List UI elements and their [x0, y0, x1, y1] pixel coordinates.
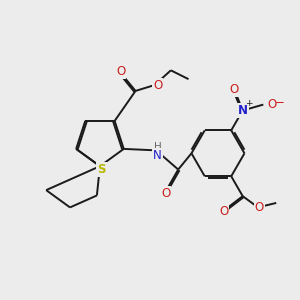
Text: N: N — [238, 104, 248, 117]
Text: N: N — [153, 149, 162, 162]
Text: O: O — [153, 79, 162, 92]
Text: S: S — [97, 163, 106, 176]
Text: −: − — [275, 96, 285, 109]
Text: O: O — [219, 205, 228, 218]
Text: O: O — [229, 83, 239, 96]
Text: O: O — [161, 187, 170, 200]
Text: H: H — [154, 142, 161, 152]
Text: O: O — [255, 201, 264, 214]
Text: O: O — [116, 65, 125, 78]
Text: O: O — [267, 98, 276, 110]
Text: +: + — [245, 99, 252, 108]
